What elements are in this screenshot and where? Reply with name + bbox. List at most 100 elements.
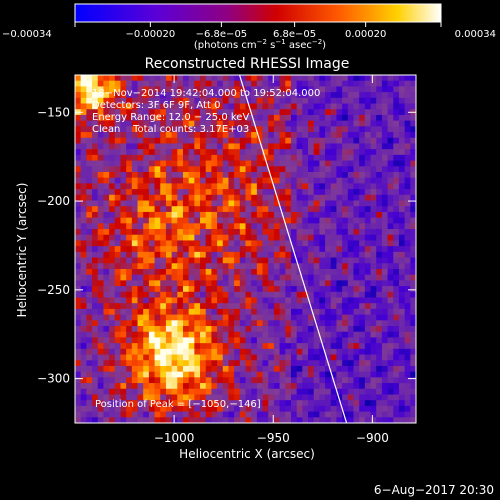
heatmap-cell [131,211,138,219]
heatmap-cell [126,405,133,412]
heatmap-cell [387,388,394,395]
heatmap-cell [222,383,229,390]
heatmap-cell [182,217,190,224]
heatmap-cell [182,268,190,276]
heatmap-cell [188,297,195,304]
heatmap-cell [347,132,354,139]
heatmap-cell [143,348,150,355]
heatmap-cell [234,405,241,412]
heatmap-cell [182,154,190,161]
heatmap-cell [302,405,309,412]
heatmap-cell [268,337,275,344]
heatmap-cell [313,331,320,338]
heatmap-cell [410,217,416,224]
heatmap-cell [92,280,99,287]
heatmap-cell [347,348,354,355]
heatmap-cell [228,308,235,315]
heatmap-cell [398,120,406,127]
heatmap-cell [410,365,416,373]
heatmap-cell [404,274,411,281]
heatmap-cell [143,263,150,270]
heatmap-cell [296,297,303,304]
heatmap-cell [97,120,104,127]
heatmap-cell [217,291,224,298]
heatmap-cell [410,171,416,179]
heatmap-cell [97,280,104,287]
heatmap-cell [143,120,150,127]
heatmap-cell [120,360,127,367]
heatmap-cell [165,394,173,401]
heatmap-cell [211,240,218,247]
heatmap-cell [126,75,133,82]
heatmap-cell [381,251,388,258]
heatmap-cell [387,417,394,423]
heatmap-cell [410,234,416,241]
heatmap-cell [131,268,138,276]
heatmap-cell [296,400,303,407]
heatmap-cell [200,291,207,298]
heatmap-cell [131,194,138,201]
heatmap-cell [217,388,224,395]
heatmap-cell [342,405,349,412]
heatmap-cell [393,365,400,373]
heatmap-cell [302,331,309,338]
heatmap-cell [137,274,144,281]
heatmap-cell [97,177,104,184]
heatmap-cell [262,206,269,213]
heatmap-cell [211,297,218,304]
heatmap-cell [398,405,406,412]
heatmap-cell [114,137,121,144]
heatmap-cell [109,177,116,184]
heatmap-cell [86,223,93,230]
heatmap-cell [114,263,121,270]
heatmap-cell [256,114,263,122]
heatmap-cell [381,303,388,310]
heatmap-cell [302,143,309,150]
heatmap-cell [114,314,121,321]
heatmap-cell [325,211,332,219]
heatmap-cell [114,417,121,423]
heatmap-cell [279,320,286,327]
heatmap-cell [404,360,411,367]
heatmap-cell [251,320,258,327]
heatmap-cell [387,263,394,270]
heatmap-cell [245,263,252,270]
heatmap-cell [86,268,93,276]
heatmap-cell [262,417,269,423]
heatmap-cell [273,166,280,173]
heatmap-cell [114,365,121,373]
heatmap-cell [182,166,190,173]
heatmap-cell [86,171,93,179]
heatmap-cell [308,405,315,412]
heatmap-cell [171,405,178,412]
heatmap-cell [376,75,383,82]
heatmap-cell [228,274,235,281]
heatmap-cell [165,160,173,167]
heatmap-cell [381,223,388,230]
heatmap-cell [359,365,366,373]
heatmap-cell [245,291,252,298]
heatmap-cell [75,274,82,281]
heatmap-cell [194,166,201,173]
heatmap-cell [75,120,82,127]
heatmap-cell [279,183,286,190]
heatmap-cell [114,286,121,293]
heatmap-cell [222,314,229,321]
heatmap-cell [359,160,366,167]
heatmap-cell [143,360,150,367]
heatmap-cell [330,394,337,401]
heatmap-cell [137,360,144,367]
heatmap-cell [239,394,246,401]
heatmap-cell [398,189,406,196]
heatmap-cell [353,211,360,219]
heatmap-cell [92,211,99,219]
heatmap-cell [393,149,400,156]
heatmap-cell [370,97,377,104]
heatmap-cell [160,86,167,93]
heatmap-cell [182,354,190,361]
colorbar-tick-label: 0.00020 [345,29,386,40]
heatmap-cell [148,388,155,395]
heatmap-cell [80,80,87,87]
heatmap-cell [353,377,360,384]
heatmap-cell [256,297,263,304]
